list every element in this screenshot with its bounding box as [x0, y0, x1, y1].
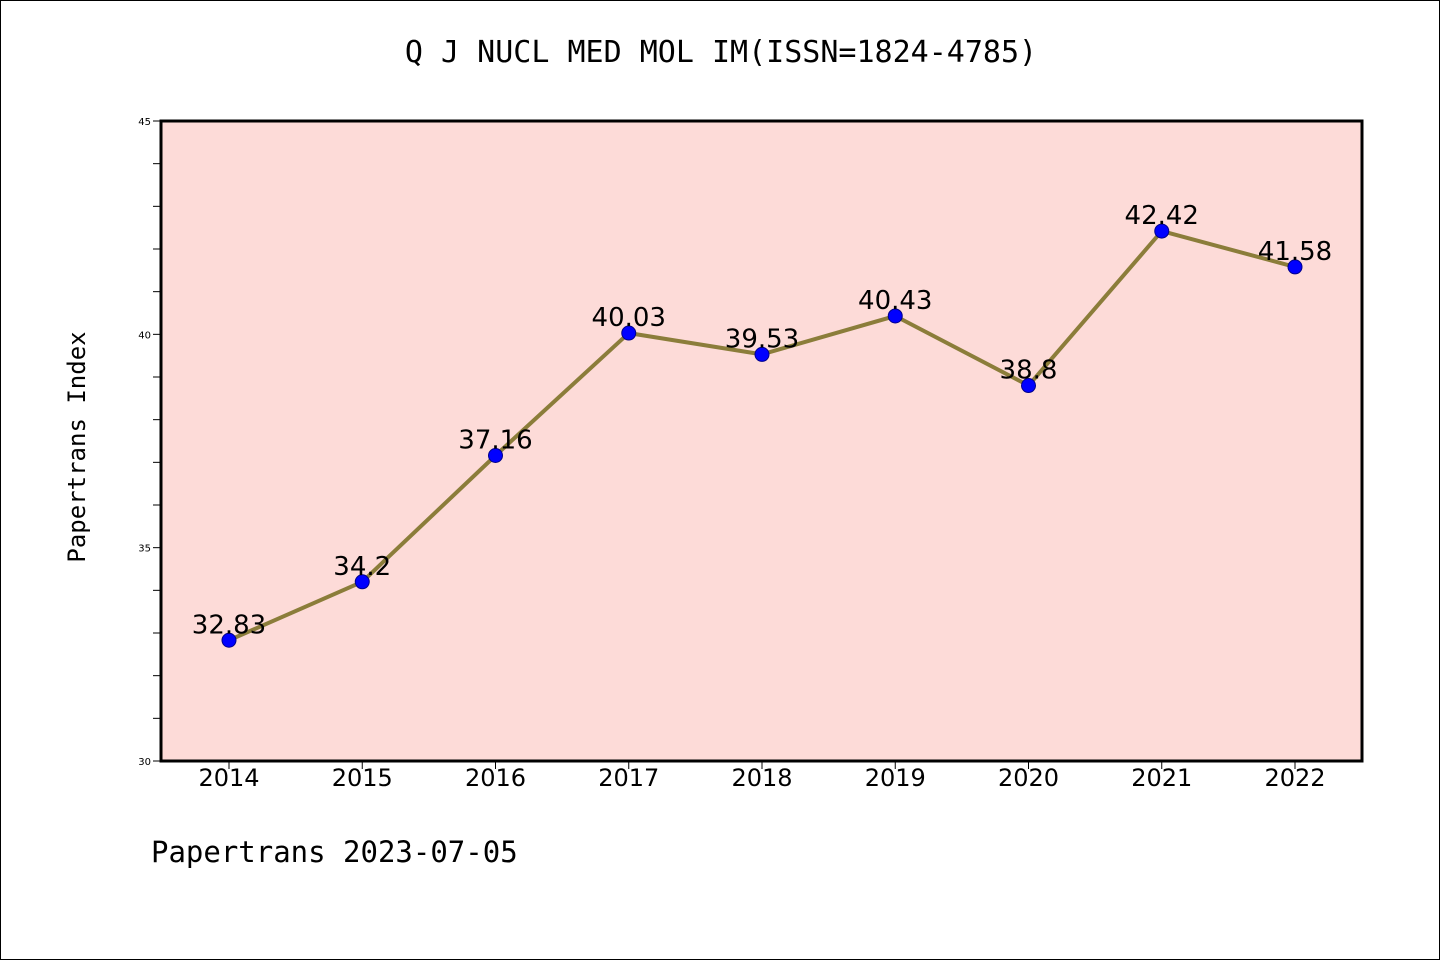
- data-label: 32.83: [192, 610, 266, 640]
- x-tick-label: 2016: [465, 764, 526, 792]
- y-axis-ticks: 30 35 40 45: [138, 117, 161, 768]
- data-point: [488, 448, 503, 464]
- y-axis-label: Papertrans Index: [63, 331, 91, 562]
- data-label: 40.03: [592, 303, 666, 333]
- data-label: 37.16: [458, 426, 532, 456]
- data-point: [221, 632, 237, 648]
- x-axis-ticks: 2014 2015 2016 2017 2018 2019 2020 2021 2022: [198, 761, 1326, 792]
- x-tick-label: 2022: [1264, 764, 1325, 792]
- footer-date-note: Papertrans 2023-07-05: [151, 835, 518, 869]
- y-tick-label: 40: [138, 330, 151, 341]
- x-tick-label: 2017: [598, 764, 659, 792]
- data-label: 42.42: [1125, 201, 1199, 231]
- data-point: [754, 346, 770, 362]
- data-label: 39.53: [725, 324, 799, 354]
- data-point: [1287, 259, 1303, 275]
- data-point: [1154, 223, 1170, 239]
- x-tick-label: 2021: [1131, 764, 1192, 792]
- data-label: 41.58: [1258, 237, 1332, 267]
- data-point: [887, 308, 903, 324]
- data-label: 40.43: [858, 286, 932, 316]
- y-tick-label: 30: [138, 757, 151, 768]
- data-point: [621, 325, 637, 341]
- x-tick-label: 2020: [998, 764, 1059, 792]
- x-tick-label: 2014: [198, 764, 259, 792]
- x-tick-label: 2019: [865, 764, 926, 792]
- data-point: [1021, 378, 1036, 394]
- series-layer: [221, 223, 1303, 648]
- y-tick-label: 45: [138, 117, 151, 128]
- x-tick-label: 2018: [731, 764, 792, 792]
- data-labels: 32.83 34.2 37.16 40.03 39.53 40.43 38.8 42.42 41…: [192, 201, 1332, 640]
- data-label: 38.8: [1000, 356, 1058, 386]
- data-point: [354, 574, 370, 590]
- y-tick-label: 35: [138, 544, 151, 555]
- chart-title: Q J NUCL MED MOL IM(ISSN=1824-4785): [404, 35, 1038, 70]
- x-tick-label: 2015: [332, 764, 393, 792]
- data-label: 34.2: [333, 552, 391, 582]
